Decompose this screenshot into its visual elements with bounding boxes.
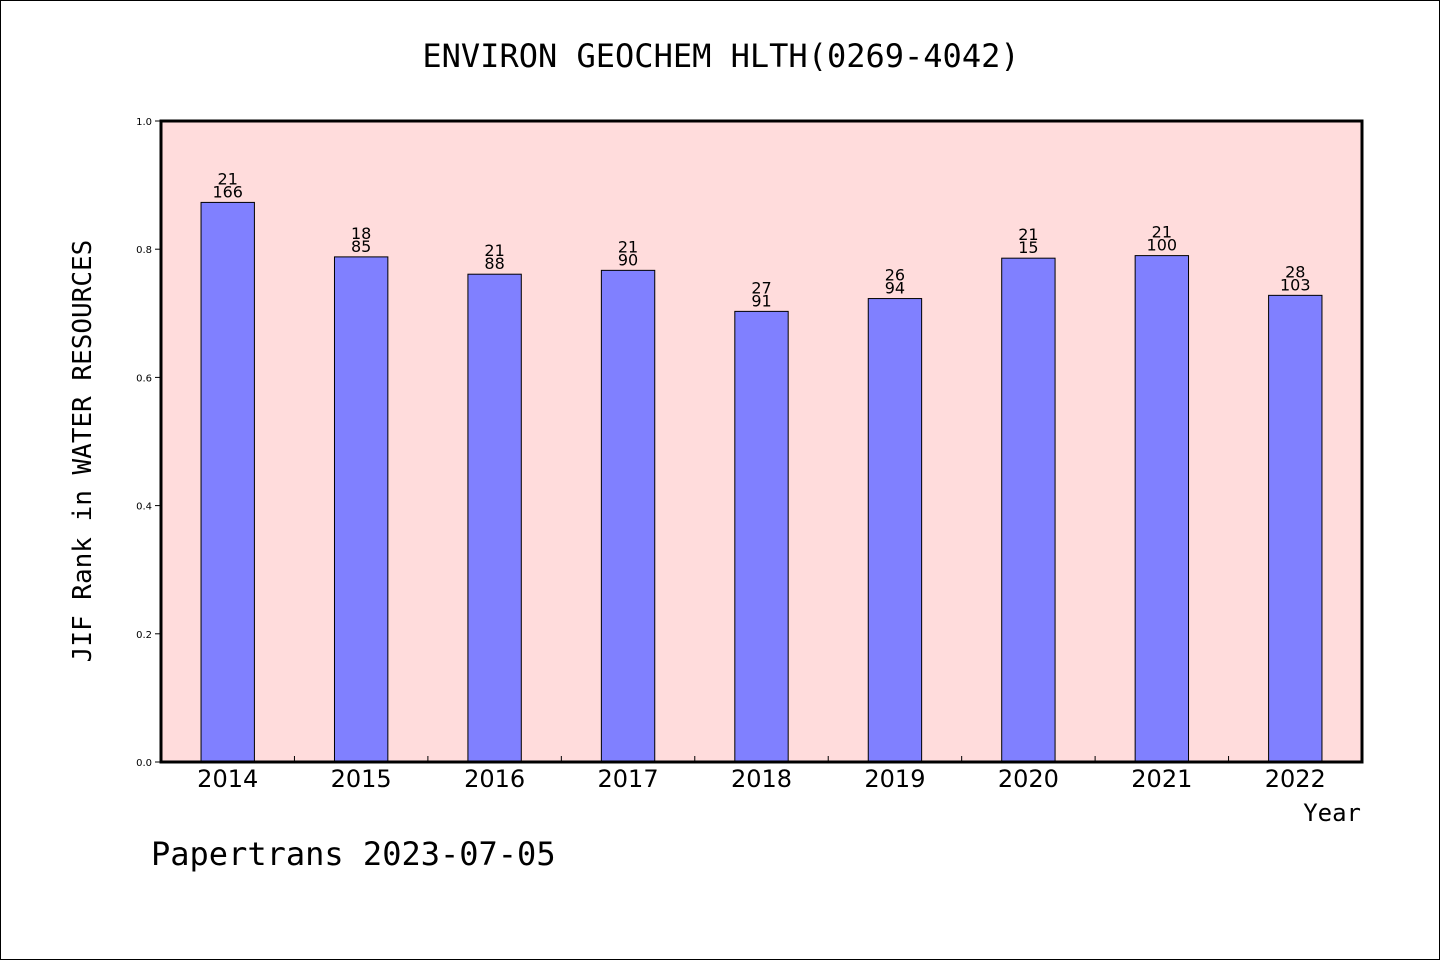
bar-2020 [1001, 257, 1056, 763]
bar-2016 [467, 273, 522, 763]
bar-label-bottom-2017: 90 [618, 250, 638, 269]
x-tick-label-2022: 2022 [1265, 765, 1326, 793]
bar-label-top-2017: 21 [618, 237, 638, 256]
bar-2015 [333, 256, 389, 763]
bar-label-top-2021: 21 [1152, 223, 1172, 242]
y-tick-label-0.2: 0.2 [136, 630, 152, 641]
x-tick-label-2019: 2019 [864, 765, 925, 793]
x-tick-label-2014: 2014 [197, 765, 258, 793]
x-tick-label-2017: 2017 [598, 765, 659, 793]
y-tick-label-0.4: 0.4 [136, 502, 152, 513]
bar-label-bottom-2020: 15 [1018, 238, 1038, 257]
bar-label-top-2022: 28 [1285, 262, 1305, 281]
bar-label-top-2015: 18 [351, 224, 371, 243]
bar-label-top-2020: 21 [1018, 225, 1038, 244]
chart-title: ENVIRON GEOCHEM HLTH(0269-4042) [422, 37, 1019, 75]
bar-label-top-2019: 26 [885, 266, 905, 285]
y-tick-label-1.0: 1.0 [136, 117, 152, 128]
y-axis-label: JIF Rank in WATER RESOURCES [68, 240, 98, 663]
plot-border [159, 119, 1364, 764]
bar-label-bottom-2018: 91 [751, 291, 771, 310]
bar-label-top-2016: 21 [484, 241, 504, 260]
bar-2022 [1268, 294, 1323, 763]
bar-2021 [1134, 255, 1190, 763]
bar-2019 [867, 298, 923, 763]
y-tick-label-0.0: 0.0 [136, 758, 152, 769]
bar-label-top-2014: 21 [218, 169, 238, 188]
bar-2018 [734, 310, 789, 763]
bar-label-bottom-2021: 100 [1147, 236, 1178, 255]
bar-label-bottom-2016: 88 [484, 254, 504, 273]
bar-label-bottom-2015: 85 [351, 237, 371, 256]
bar-label-top-2018: 27 [751, 278, 771, 297]
y-tick-label-0.8: 0.8 [136, 245, 152, 256]
bar-label-bottom-2019: 94 [885, 279, 905, 298]
bar-label-bottom-2022: 103 [1280, 275, 1311, 294]
x-axis-label: Year [1303, 799, 1361, 827]
x-tick-label-2018: 2018 [731, 765, 792, 793]
x-tick-label-2021: 2021 [1131, 765, 1192, 793]
bar-label-bottom-2014: 166 [212, 182, 243, 201]
x-tick-label-2015: 2015 [331, 765, 392, 793]
x-tick-label-2020: 2020 [998, 765, 1059, 793]
ticks-group: 2014 2015 2016 2017 2018 2019 2020 2021 2022 0.0 0… [136, 117, 1326, 793]
footer-text: Papertrans 2023-07-05 [151, 835, 556, 873]
bar-2014 [200, 201, 255, 763]
x-tick-label-2016: 2016 [464, 765, 525, 793]
y-tick-label-0.6: 0.6 [136, 373, 152, 384]
bar-2017 [600, 269, 656, 763]
